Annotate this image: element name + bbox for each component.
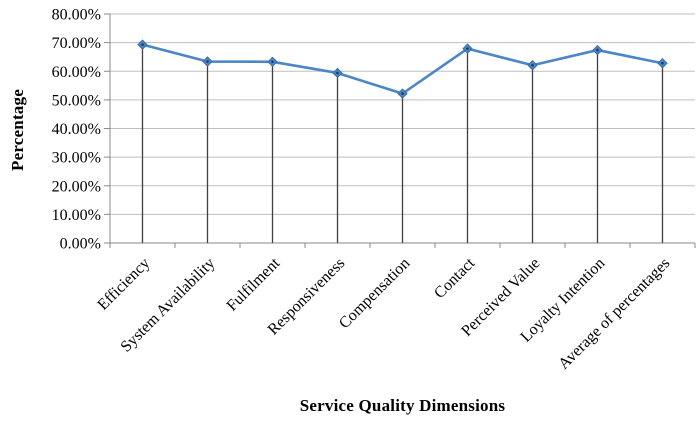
data-point-center-dot <box>206 60 209 63</box>
data-point-center-dot <box>401 92 404 95</box>
y-tick-label: 40.00% <box>52 121 101 138</box>
data-point-center-dot <box>596 48 599 52</box>
y-tick-label: 60.00% <box>52 64 101 81</box>
y-tick-label: 80.00% <box>52 7 101 24</box>
data-point-center-dot <box>141 43 144 46</box>
y-tick-label: 20.00% <box>52 178 101 195</box>
x-axis-title: Service Quality Dimensions <box>299 396 506 415</box>
y-axis-title: Percentage <box>8 89 27 171</box>
y-tick-label: 0.00% <box>60 236 101 253</box>
data-point-center-dot <box>661 61 664 65</box>
y-tick-label: 50.00% <box>52 92 101 109</box>
category-label: Fulfilment <box>224 254 284 314</box>
y-tick-label: 70.00% <box>52 35 101 52</box>
category-label: Efficiency <box>94 255 153 314</box>
series-line <box>141 43 664 95</box>
data-point-center-dot <box>271 60 274 64</box>
data-point-center-dot <box>336 71 339 75</box>
data-point-center-dot <box>466 47 469 50</box>
y-tick-label: 10.00% <box>52 207 101 224</box>
y-tick-label: 30.00% <box>52 150 101 167</box>
category-label: Average of percentages <box>555 255 673 373</box>
data-point-center-dot <box>531 63 534 67</box>
category-label: Contact <box>431 254 479 302</box>
